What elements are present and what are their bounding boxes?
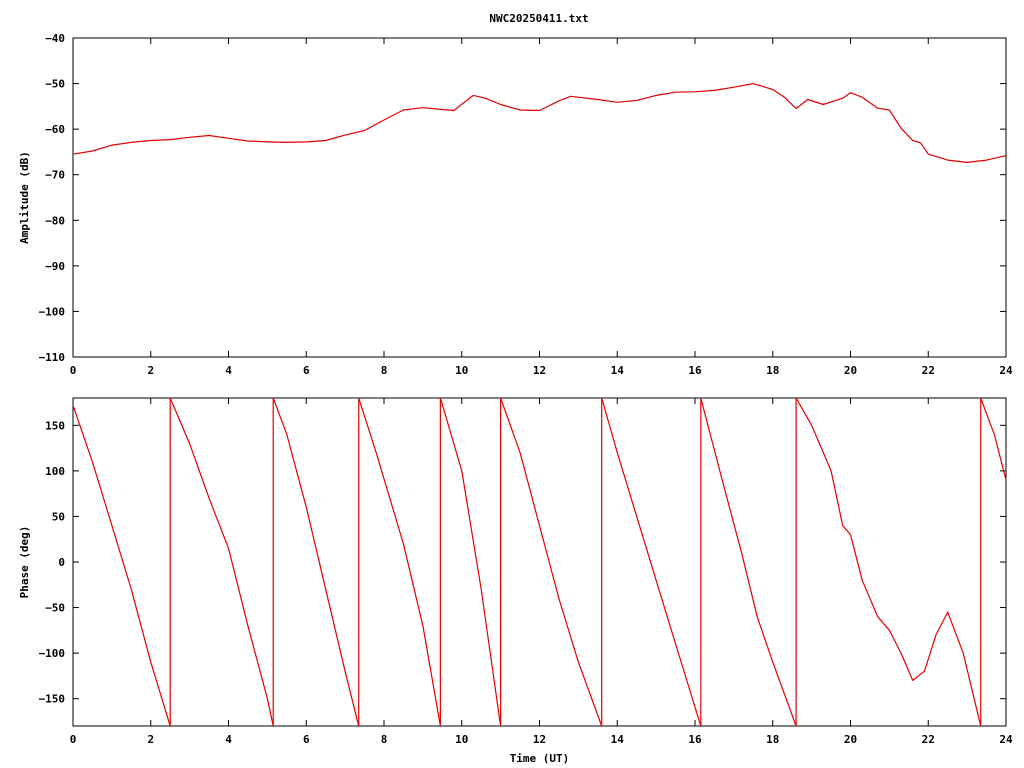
x-tick-label: 16: [688, 364, 702, 377]
x-tick-label: 18: [766, 364, 779, 377]
plot-frame: [72, 37, 1007, 358]
series-line: [700, 397, 797, 727]
series-line: [72, 405, 171, 727]
x-tick-label: 2: [147, 364, 154, 377]
series-line: [500, 397, 603, 727]
x-tick-label: 14: [611, 733, 625, 746]
amplitude-panel: 0 2 4 6 8 10 12 14 16 18 20 22 24−110−100−90−80−70−6…: [18, 32, 1013, 377]
x-tick-label: 16: [688, 733, 702, 746]
x-tick-label: 14: [611, 364, 625, 377]
series-line: [795, 397, 982, 727]
y-tick-label: 150: [45, 419, 65, 432]
x-axis-label: Time (UT): [510, 752, 570, 765]
x-tick-label: 0: [70, 733, 77, 746]
series-line: [72, 82, 1007, 163]
x-tick-label: 6: [303, 364, 310, 377]
x-tick-label: 10: [455, 364, 468, 377]
x-tick-label: 12: [533, 364, 546, 377]
y-tick-label: −60: [45, 123, 65, 136]
x-tick-label: 22: [922, 364, 935, 377]
x-tick-label: 2: [147, 733, 154, 746]
y-tick-label: −50: [45, 78, 65, 91]
x-tick-label: 8: [381, 364, 388, 377]
y-tick-label: 50: [52, 510, 65, 523]
y-axis-label: Phase (deg): [18, 526, 31, 599]
x-tick-label: 12: [533, 733, 546, 746]
y-tick-label: −100: [39, 647, 66, 660]
y-tick-label: 0: [58, 556, 65, 569]
x-tick-label: 4: [225, 364, 232, 377]
chart-title: NWC20250411.txt: [489, 12, 588, 25]
y-tick-label: −110: [39, 351, 66, 364]
series-line: [601, 397, 702, 727]
series-line: [439, 397, 502, 727]
y-tick-label: 100: [45, 465, 65, 478]
x-tick-label: 20: [844, 733, 857, 746]
x-tick-label: 0: [70, 364, 77, 377]
series-line: [358, 397, 441, 727]
x-tick-label: 24: [999, 364, 1013, 377]
x-tick-label: 8: [381, 733, 388, 746]
y-axis-label: Amplitude (dB): [18, 151, 31, 244]
plot-frame: [72, 397, 1007, 727]
x-tick-label: 22: [922, 733, 935, 746]
x-tick-label: 18: [766, 733, 779, 746]
y-tick-label: −40: [45, 32, 65, 45]
x-tick-label: 6: [303, 733, 310, 746]
y-tick-label: −150: [39, 693, 66, 706]
x-tick-label: 20: [844, 364, 857, 377]
y-tick-label: −100: [39, 305, 66, 318]
series-line: [272, 397, 360, 727]
y-tick-label: −80: [45, 214, 65, 227]
series-line: [169, 397, 274, 727]
x-tick-label: 24: [999, 733, 1013, 746]
y-tick-label: −90: [45, 260, 65, 273]
y-tick-label: −70: [45, 169, 65, 182]
y-tick-label: −50: [45, 602, 65, 615]
x-tick-label: 4: [225, 733, 232, 746]
series-line: [980, 397, 1007, 481]
phase-panel: 0 2 4 6 8 10 12 14 16 18 20 22 24−150−100−5005010015…: [18, 397, 1013, 765]
x-tick-label: 10: [455, 733, 468, 746]
